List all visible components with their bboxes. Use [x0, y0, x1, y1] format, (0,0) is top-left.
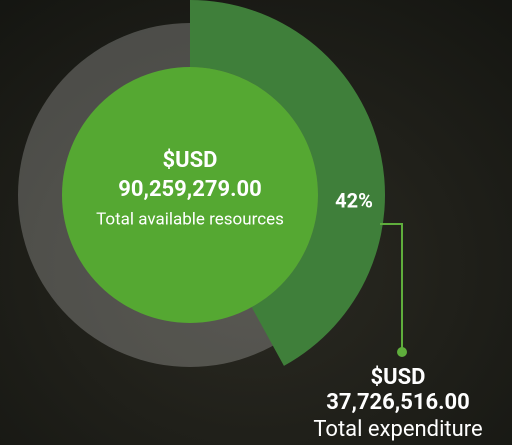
callout-currency: $USD [371, 365, 426, 390]
leader-line [380, 223, 403, 352]
leader-dot [397, 347, 407, 357]
percent-label: 42% [335, 188, 373, 212]
callout-amount: 37,726,516.00 [326, 390, 469, 415]
center-currency: $USD [163, 148, 218, 173]
center-label: Total available resources [96, 209, 284, 229]
center-circle [62, 67, 318, 323]
segment [190, 0, 385, 366]
callout-label: Total expenditure [313, 417, 482, 442]
center-amount: 90,259,279.00 [118, 177, 261, 202]
